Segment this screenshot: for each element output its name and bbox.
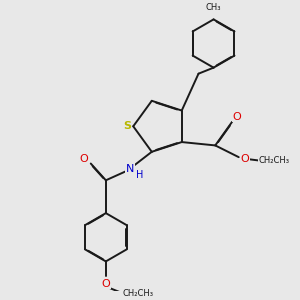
Text: CH₃: CH₃ bbox=[206, 3, 221, 12]
Text: H: H bbox=[136, 169, 143, 180]
Text: O: O bbox=[233, 112, 242, 122]
Text: O: O bbox=[80, 154, 88, 164]
Text: S: S bbox=[123, 121, 131, 131]
Text: CH₂CH₃: CH₂CH₃ bbox=[258, 156, 290, 165]
Text: O: O bbox=[101, 279, 110, 289]
Text: O: O bbox=[240, 154, 249, 164]
Text: CH₂CH₃: CH₂CH₃ bbox=[122, 289, 153, 298]
Text: N: N bbox=[126, 164, 134, 174]
